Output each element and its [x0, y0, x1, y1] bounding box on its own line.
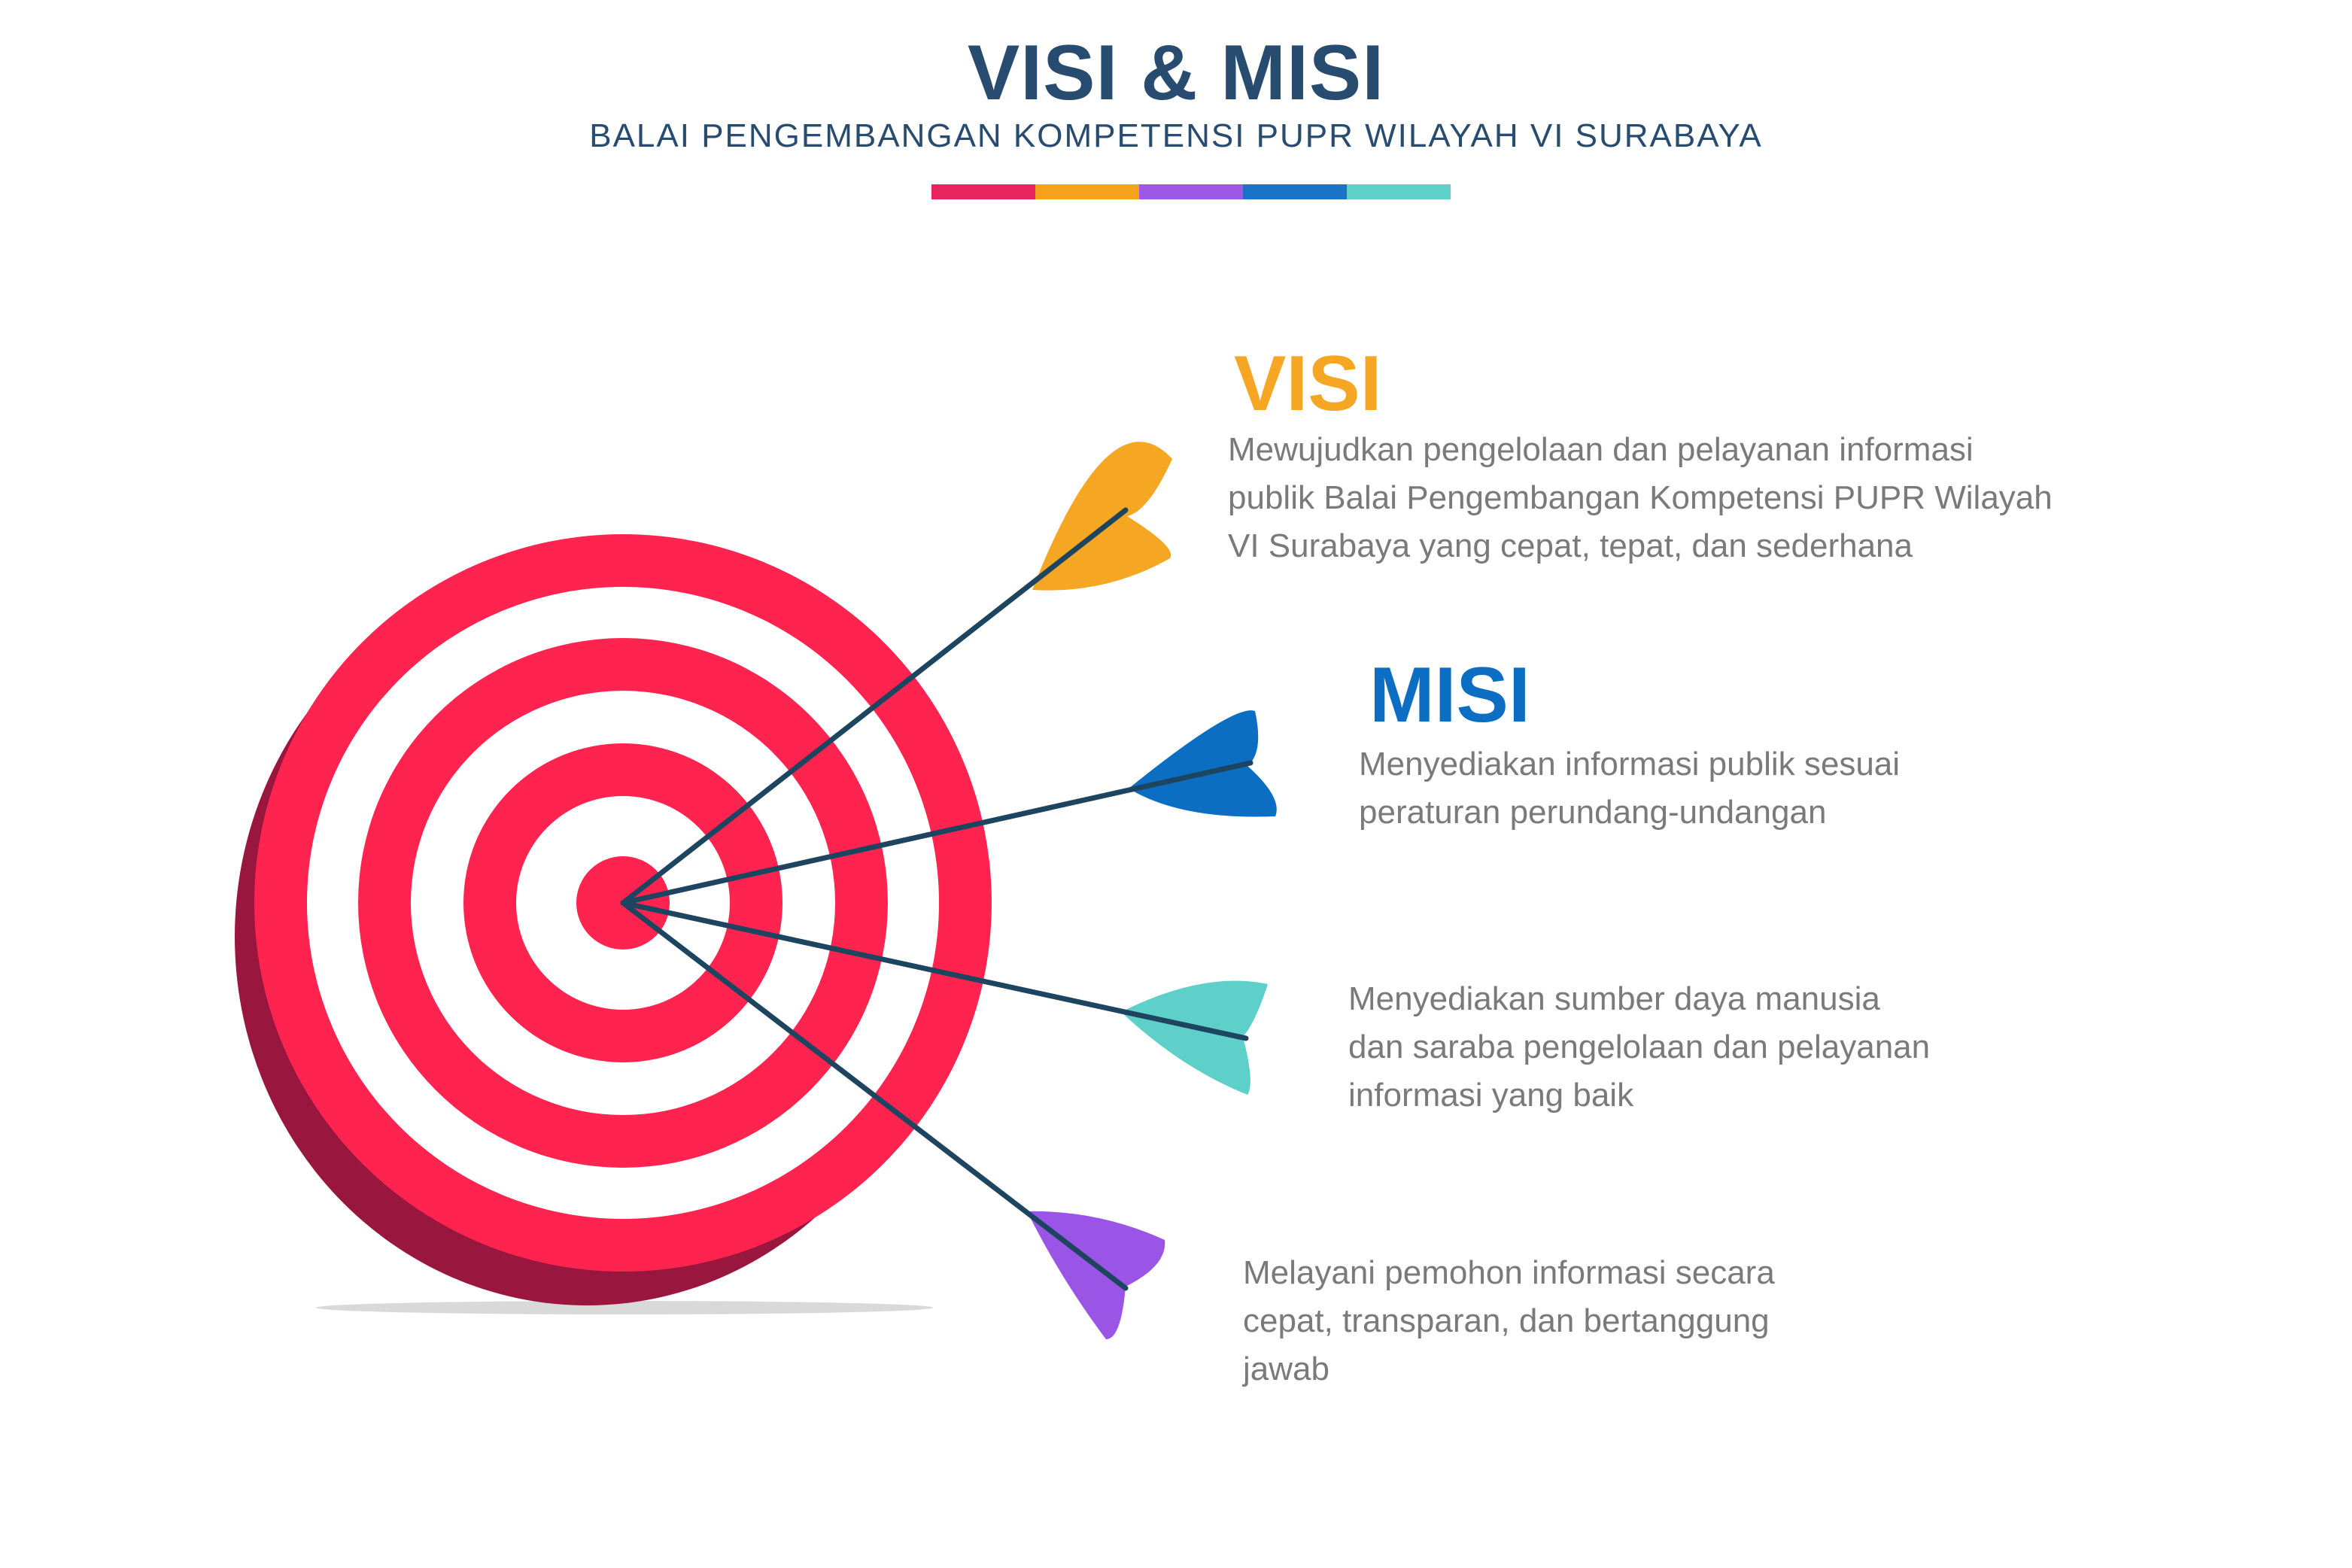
- color-bar-segment: [931, 184, 1035, 199]
- target-shadow: [316, 1301, 933, 1314]
- misi-item-line: informasi yang baik: [1348, 1077, 1634, 1114]
- page-subtitle: BALAI PENGEMBANGAN KOMPETENSI PUPR WILAY…: [589, 117, 1763, 154]
- arrow-shaft: [620, 900, 1129, 1291]
- arrow-shaft: [620, 760, 1253, 906]
- arrow-visi: [620, 442, 1172, 906]
- misi-item-line: Menyediakan informasi publik sesuai: [1359, 746, 1901, 782]
- visi-heading: VISI: [1234, 340, 1382, 427]
- misi-item-1: Menyediakan informasi publik sesuai pera…: [1359, 740, 1900, 837]
- arrow-misi-1: [620, 710, 1277, 906]
- color-bar-segment: [1347, 184, 1451, 199]
- misi-item-line: cepat, transparan, dan bertanggung: [1243, 1302, 1770, 1339]
- arrow-shaft: [620, 507, 1129, 906]
- misi-item-line: jawab: [1243, 1351, 1329, 1387]
- color-bar-segment: [1139, 184, 1243, 199]
- visi-text: Mewujudkan pengelolaan dan pelayanan inf…: [1228, 426, 2053, 570]
- color-bar: [931, 184, 1451, 199]
- misi-item-line: dan saraba pengelolaan dan pelayanan: [1348, 1029, 1931, 1065]
- arrow-misi-2: [620, 900, 1268, 1095]
- misi-item-2: Menyediakan sumber daya manusia dan sara…: [1348, 975, 1930, 1120]
- misi-heading: MISI: [1369, 652, 1530, 739]
- misi-item-line: peraturan perundang-undangan: [1359, 794, 1827, 831]
- color-bar-segment: [1035, 184, 1139, 199]
- misi-item-line: Menyediakan sumber daya manusia: [1348, 980, 1880, 1017]
- arrow-fletching-icon: [1129, 710, 1277, 817]
- arrow-misi-3: [620, 900, 1165, 1339]
- visi-text-line: publik Balai Pengembangan Kompetensi PUP…: [1228, 479, 2053, 516]
- arrow-shaft: [620, 900, 1249, 1041]
- color-bar-segment: [1243, 184, 1347, 199]
- page-title: VISI & MISI: [967, 29, 1385, 117]
- misi-item-line: Melayani pemohon informasi secara: [1243, 1254, 1775, 1291]
- misi-item-3: Melayani pemohon informasi secara cepat,…: [1243, 1249, 1775, 1393]
- arrow-fletching-icon: [1121, 980, 1268, 1095]
- visi-text-line: VI Surabaya yang cepat, tepat, dan seder…: [1228, 527, 1913, 564]
- arrow-fletching-icon: [1027, 1211, 1165, 1339]
- visi-text-line: Mewujudkan pengelolaan dan pelayanan inf…: [1228, 431, 1974, 468]
